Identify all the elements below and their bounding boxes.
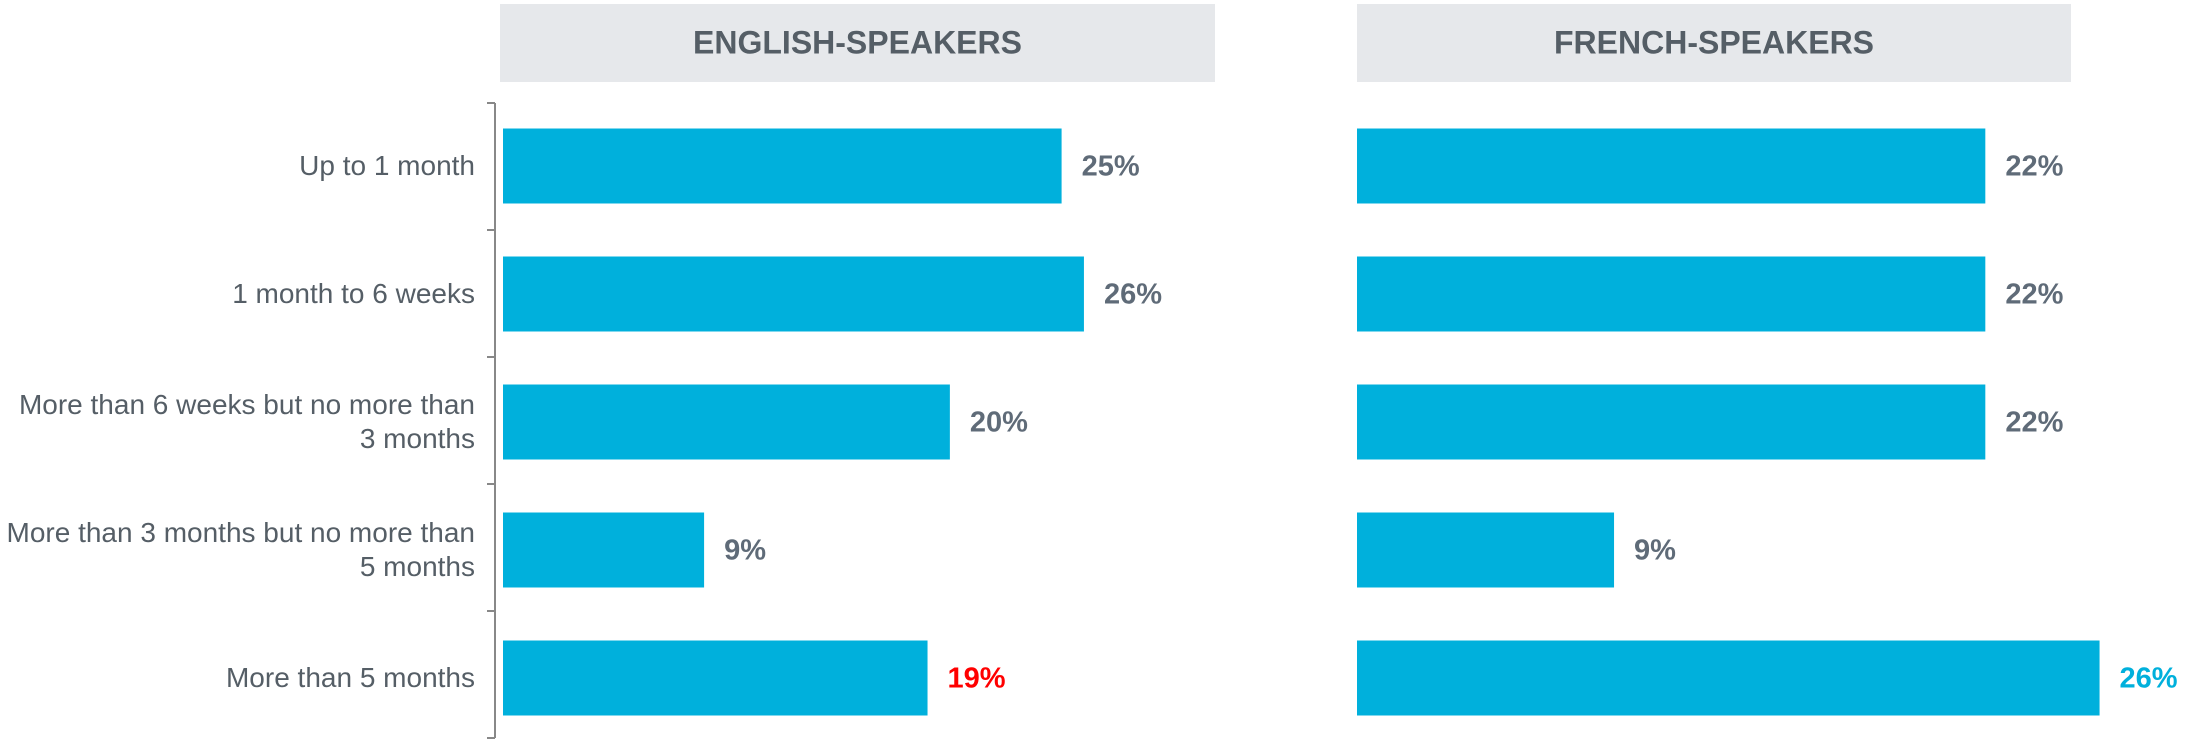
bar: [1357, 128, 1986, 204]
panel-header: [1357, 4, 2071, 82]
bar: [1357, 256, 1986, 332]
bar: [503, 512, 705, 588]
bar: [1357, 512, 1615, 588]
category-label: More than 5 months: [225, 662, 475, 693]
value-label: 26%: [2120, 663, 2178, 695]
value-label: 26%: [1104, 279, 1162, 311]
value-label: 19%: [948, 663, 1006, 695]
category-label: More than 3 months but no more than 5 mo…: [6, 517, 476, 582]
bar: [1357, 384, 1986, 460]
bar: [503, 256, 1084, 332]
bar: [503, 640, 928, 716]
value-label: 9%: [1634, 535, 1676, 567]
value-label: 25%: [1082, 151, 1140, 183]
value-label: 22%: [2005, 151, 2063, 183]
value-label: 22%: [2005, 279, 2063, 311]
bar: [1357, 640, 2100, 716]
panel-title: ENGLISH-SPEAKERS: [693, 24, 1022, 60]
value-label: 9%: [724, 535, 766, 567]
panel-header: [500, 4, 1215, 82]
bar: [503, 128, 1062, 204]
value-label: 20%: [970, 407, 1028, 439]
panel-title: FRENCH-SPEAKERS: [1554, 24, 1874, 60]
category-label: Up to 1 month: [299, 150, 475, 181]
value-label: 22%: [2005, 407, 2063, 439]
category-label: 1 month to 6 weeks: [232, 278, 475, 309]
category-label: More than 6 weeks but no more than 3 mon…: [18, 389, 475, 454]
bar: [503, 384, 950, 460]
